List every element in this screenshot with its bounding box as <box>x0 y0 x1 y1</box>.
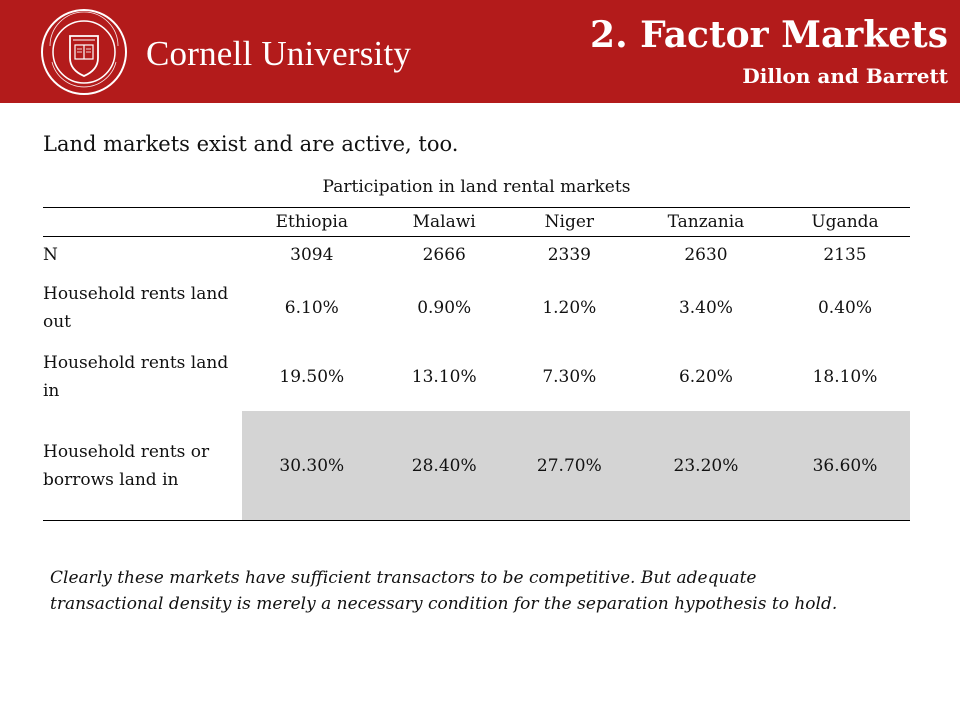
table-row-highlighted: Household rents or borrows land in 30.30… <box>43 411 910 521</box>
table-cell: 6.20% <box>678 367 733 387</box>
slide-subtitle: Dillon and Barrett <box>742 64 948 88</box>
row-label: N <box>43 245 58 265</box>
table-cell: 36.60% <box>780 411 910 521</box>
column-header: Ethiopia <box>242 207 382 237</box>
table-cell: 0.40% <box>817 298 872 318</box>
table-cell: 3094 <box>290 245 334 265</box>
table-cell: 2339 <box>547 245 591 265</box>
table-cell: 2666 <box>422 245 466 265</box>
column-header <box>43 207 242 237</box>
column-header: Malawi <box>381 207 507 237</box>
conclusion-text: Clearly these markets have sufficient tr… <box>50 568 838 614</box>
table-cell: 1.20% <box>542 298 597 318</box>
table-cell: 19.50% <box>279 367 345 387</box>
table-cell: 18.10% <box>812 367 878 387</box>
table-row: N 3094 2666 2339 2630 2135 <box>43 237 910 274</box>
table-header-row: Ethiopia Malawi Niger Tanzania Uganda <box>43 207 910 237</box>
row-label: Household rents land in <box>43 353 229 401</box>
table-cell: 6.10% <box>284 298 339 318</box>
university-wordmark: Cornell University <box>146 34 412 73</box>
table-cell: 28.40% <box>381 411 507 521</box>
table-row: Household rents land out 6.10% 0.90% 1.2… <box>43 273 910 343</box>
table-row: Household rents land in 19.50% 13.10% 7.… <box>43 343 910 411</box>
column-header: Uganda <box>780 207 910 237</box>
table-cell: 23.20% <box>631 411 780 521</box>
table-cell: 3.40% <box>678 298 733 318</box>
table-cell: 2135 <box>823 245 867 265</box>
table-cell: 30.30% <box>242 411 382 521</box>
column-header: Niger <box>506 207 632 237</box>
table-cell: 13.10% <box>411 367 477 387</box>
table-cell: 2630 <box>684 245 728 265</box>
intro-text: Land markets exist and are active, too. <box>43 132 459 156</box>
table-cell: 27.70% <box>506 411 632 521</box>
column-header: Tanzania <box>631 207 780 237</box>
row-label: Household rents land out <box>43 284 229 332</box>
table-cell: 7.30% <box>542 367 597 387</box>
table-cell: 0.90% <box>417 298 472 318</box>
table-caption: Participation in land rental markets <box>322 177 631 197</box>
cornell-seal-logo <box>41 9 127 95</box>
header-band: Cornell University 2. Factor Markets Dil… <box>0 0 960 103</box>
land-rental-table: Ethiopia Malawi Niger Tanzania Uganda N … <box>43 207 910 521</box>
row-label: Household rents or borrows land in <box>43 411 242 521</box>
slide-title: 2. Factor Markets <box>590 14 948 56</box>
